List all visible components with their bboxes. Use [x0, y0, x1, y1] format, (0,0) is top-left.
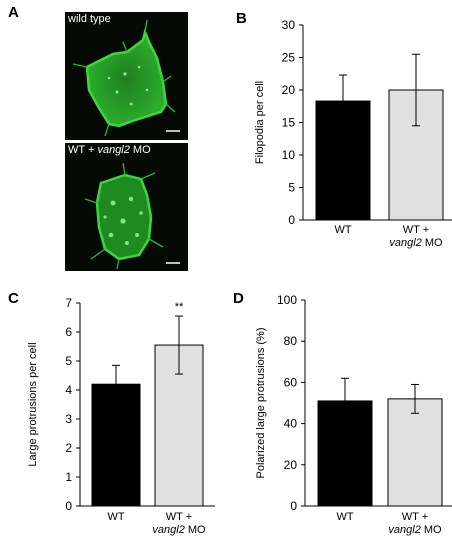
label-gene: vangl2: [97, 144, 130, 156]
bar-wt: [91, 383, 141, 507]
y-tick-label: 1: [65, 470, 72, 484]
y-tick-label: 25: [282, 51, 296, 65]
y-tick-label: 0: [65, 499, 72, 513]
cell-image-vangl2-mo: [84, 162, 180, 270]
panel-letter-b: B: [236, 10, 247, 27]
y-tick-label: 0: [288, 213, 295, 227]
label-suffix: MO: [129, 144, 151, 156]
micrograph-vangl2-mo: WT + vangl2 MO: [65, 143, 188, 271]
y-tick-label: 0: [290, 499, 297, 513]
y-tick-label: 10: [282, 148, 296, 162]
x-tick-label-vangl2-line1: WT +: [403, 224, 429, 236]
y-tick-label: 60: [284, 375, 298, 389]
y-tick-label: 3: [65, 412, 72, 426]
membrane-puncta: [107, 65, 149, 106]
filopodia: [84, 162, 164, 270]
x-tick-label-vangl2-line2: vangl2 MO: [388, 524, 442, 536]
micrograph-label-vangl2-mo: WT + vangl2 MO: [68, 144, 151, 156]
panel-letter-d: D: [233, 290, 244, 307]
panel-letter-a: A: [8, 4, 19, 21]
x-tick-label-vangl2-line1: WT +: [402, 511, 428, 523]
label-suffix: MO: [422, 237, 443, 249]
x-tick-label-wt: WT: [336, 511, 353, 523]
y-tick-label: 30: [282, 18, 296, 32]
label-suffix: MO: [421, 524, 442, 536]
panel-letter-c: C: [8, 290, 19, 307]
y-tick-label: 20: [282, 83, 296, 97]
y-tick-label: 40: [284, 417, 298, 431]
x-tick-label-vangl2-line2: vangl2 MO: [389, 237, 443, 249]
bar-vangl2-mo: [387, 398, 443, 507]
y-tick-label: 6: [65, 325, 72, 339]
y-tick-label: 15: [282, 116, 296, 130]
label-suffix: MO: [185, 524, 206, 536]
x-tick-label-vangl2-line2: vangl2 MO: [152, 524, 206, 536]
x-tick-label-wt: WT: [334, 224, 351, 236]
cell-body: [85, 27, 168, 128]
gene-name: vangl2: [152, 524, 184, 536]
label-prefix: WT +: [68, 144, 98, 156]
gene-name: vangl2: [388, 524, 420, 536]
significance-marker: **: [175, 301, 184, 313]
y-axis-label: Large protrusions per cell: [27, 342, 39, 466]
micrograph-wild-type: wild type: [65, 12, 188, 140]
y-tick-label: 100: [277, 293, 297, 307]
gene-name: vangl2: [389, 237, 421, 249]
y-axis-label: Filopodia per cell: [254, 81, 266, 164]
y-tick-label: 5: [65, 354, 72, 368]
y-tick-label: 4: [65, 383, 72, 397]
filopodia: [72, 19, 176, 137]
y-tick-label: 7: [65, 296, 72, 310]
x-tick-label-vangl2-line1: WT +: [166, 511, 192, 523]
cell-image-wild-type: [72, 19, 180, 137]
membrane-puncta: [103, 196, 143, 245]
y-tick-label: 5: [288, 181, 295, 195]
micrograph-label-wild-type: wild type: [68, 13, 111, 25]
x-tick-label-wt: WT: [107, 511, 124, 523]
y-tick-label: 80: [284, 334, 298, 348]
y-axis-label: Polarized large protrusions (%): [255, 327, 267, 478]
y-tick-label: 2: [65, 441, 72, 455]
cell-body: [95, 173, 153, 261]
y-tick-label: 20: [284, 458, 298, 472]
